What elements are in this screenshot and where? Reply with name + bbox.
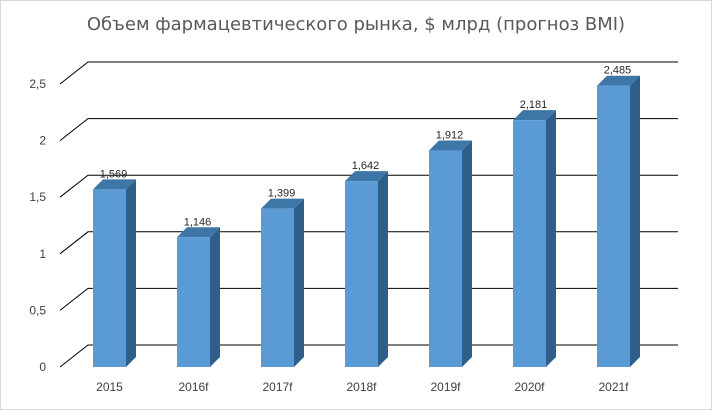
bar-front	[597, 85, 630, 367]
bar-2017f	[261, 198, 304, 367]
bar-top	[261, 198, 304, 209]
bar-front	[177, 237, 210, 367]
data-labels: 1,569 1,146 1,399 1,642 1,912 2,181 2,485	[100, 65, 632, 229]
y-tick-label: 1	[39, 247, 46, 261]
bar-2016f	[177, 227, 220, 367]
bar-front	[513, 120, 546, 367]
gridline	[59, 61, 678, 85]
bar-side	[546, 110, 556, 367]
bar-side	[294, 198, 304, 367]
bar-top	[597, 75, 640, 86]
x-tick-label: 2016f	[178, 380, 209, 394]
bar-top	[429, 140, 472, 151]
grid-lines	[59, 61, 678, 368]
x-tick-label: 2019f	[430, 380, 461, 394]
bar-front	[261, 208, 294, 367]
bar-2019f	[429, 140, 472, 367]
y-tick-label: 0,5	[29, 303, 46, 317]
bar-top	[513, 110, 556, 121]
bar-side	[462, 140, 472, 367]
data-label: 1,399	[268, 188, 296, 200]
x-tick-label: 2018f	[346, 380, 377, 394]
bar-side	[126, 179, 136, 367]
data-label: 1,642	[352, 160, 380, 172]
bar-2020f	[513, 110, 556, 367]
x-tick-label: 2020f	[514, 380, 545, 394]
bar-top	[177, 227, 220, 238]
bar-top	[345, 171, 388, 182]
y-tick-label: 0	[39, 360, 46, 374]
data-label: 2,181	[520, 99, 548, 111]
x-tick-label: 2015	[96, 380, 123, 394]
y-tick-label: 1,5	[29, 190, 46, 204]
bar-2015	[93, 179, 136, 367]
data-label: 1,146	[184, 216, 212, 228]
gridline	[59, 344, 678, 368]
gridline	[59, 118, 678, 141]
data-label: 2,485	[604, 65, 632, 77]
bar-front	[93, 189, 126, 367]
bars	[93, 75, 640, 367]
bar-2021f	[597, 75, 640, 367]
x-tick-label: 2021f	[598, 380, 629, 394]
x-tick-label: 2017f	[262, 380, 293, 394]
bar-top	[93, 179, 136, 190]
x-axis-ticks: 2015 2016f 2017f 2018f 2019f 2020f 2021f	[96, 380, 629, 394]
bar-front	[345, 181, 378, 367]
data-label: 1,569	[100, 168, 128, 180]
bar-side	[210, 227, 220, 367]
gridline	[59, 174, 678, 198]
bar-front	[429, 150, 462, 367]
y-tick-label: 2,5	[29, 77, 46, 91]
data-label: 1,912	[436, 130, 464, 142]
bar-side	[378, 171, 388, 367]
bar-side	[630, 75, 640, 367]
y-axis-ticks: 0 0,5 1 1,5 2 2,5	[29, 77, 46, 374]
gridline	[59, 231, 678, 255]
gridline	[59, 287, 678, 311]
bar-2018f	[345, 171, 388, 367]
chart-title: Объем фармацевтического рынка, $ млрд (п…	[86, 14, 626, 35]
y-tick-label: 2	[39, 134, 46, 148]
